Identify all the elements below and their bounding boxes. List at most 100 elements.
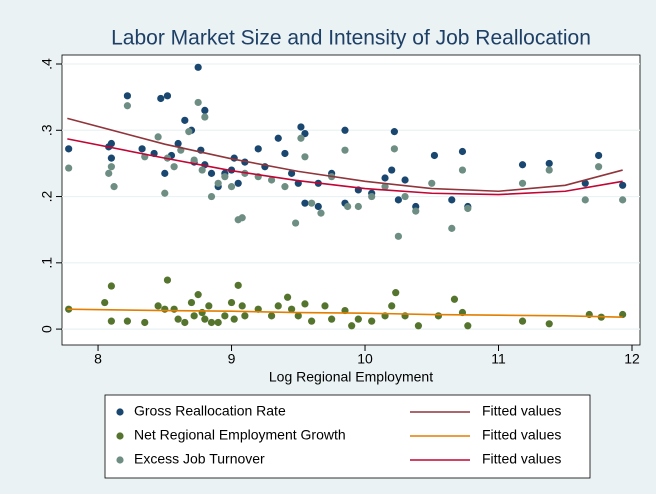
- point: [464, 322, 472, 330]
- point: [394, 232, 402, 240]
- point: [141, 318, 149, 327]
- point: [238, 302, 246, 310]
- x-tick-label: 10: [357, 351, 373, 367]
- point: [194, 291, 202, 299]
- point: [401, 192, 409, 201]
- point: [458, 147, 467, 156]
- point: [154, 133, 162, 141]
- point: [190, 156, 198, 164]
- point: [110, 183, 118, 191]
- point: [341, 126, 349, 134]
- point: [214, 179, 222, 187]
- point: [354, 202, 362, 211]
- y-tick-label: .4: [39, 58, 55, 70]
- legend-marker: [116, 456, 124, 464]
- point: [207, 192, 216, 201]
- legend-label: Excess Job Turnover: [134, 451, 265, 467]
- point: [518, 179, 527, 187]
- point: [390, 128, 398, 136]
- point: [138, 145, 146, 153]
- point: [274, 302, 282, 310]
- point: [65, 145, 73, 153]
- point: [458, 166, 467, 174]
- point: [430, 151, 439, 160]
- point: [105, 169, 113, 177]
- legend-marker: [116, 408, 124, 416]
- point: [174, 139, 182, 148]
- point: [301, 153, 309, 161]
- point: [107, 317, 115, 325]
- point: [198, 166, 206, 174]
- point: [207, 169, 216, 177]
- point: [545, 166, 553, 174]
- point: [281, 149, 289, 158]
- point: [294, 312, 302, 320]
- point: [401, 176, 409, 184]
- point: [107, 154, 115, 162]
- point: [388, 166, 396, 174]
- point: [354, 315, 362, 323]
- point: [185, 128, 193, 136]
- point: [368, 317, 376, 325]
- point: [287, 305, 296, 313]
- point: [234, 281, 242, 289]
- legend-label: Fitted values: [482, 403, 561, 419]
- point: [341, 146, 349, 154]
- point: [581, 179, 589, 187]
- point: [314, 202, 322, 211]
- point: [619, 196, 627, 204]
- point: [163, 92, 172, 100]
- point: [545, 159, 553, 168]
- point: [448, 224, 456, 232]
- point: [221, 173, 229, 181]
- legend-marker: [116, 432, 124, 440]
- point: [254, 145, 262, 153]
- point: [170, 163, 178, 171]
- point: [181, 318, 189, 327]
- point: [308, 317, 316, 325]
- point: [287, 169, 296, 177]
- x-tick-label: 8: [94, 351, 102, 367]
- point: [123, 92, 132, 100]
- point: [328, 315, 336, 323]
- plot-area: [61, 54, 641, 346]
- point: [187, 298, 196, 307]
- point: [163, 276, 172, 284]
- point: [381, 174, 389, 182]
- point: [388, 302, 396, 310]
- point: [450, 295, 459, 303]
- point: [190, 312, 198, 320]
- point: [297, 134, 305, 142]
- point: [107, 282, 115, 290]
- point: [123, 317, 132, 325]
- legend: [104, 394, 591, 479]
- point: [518, 161, 527, 169]
- point: [157, 94, 165, 103]
- point: [161, 169, 169, 177]
- point: [428, 179, 436, 187]
- point: [392, 289, 400, 297]
- point: [619, 181, 627, 189]
- point: [101, 298, 109, 307]
- point: [241, 312, 249, 320]
- point: [227, 298, 236, 307]
- x-axis-title: Log Regional Employment: [269, 369, 433, 385]
- x-tick-label: 9: [228, 351, 236, 367]
- point: [283, 293, 292, 301]
- fit-line: [67, 117, 623, 193]
- point: [464, 204, 472, 213]
- point: [107, 139, 115, 148]
- legend-label: Gross Reallocation Rate: [134, 403, 286, 419]
- point: [321, 302, 329, 310]
- point: [390, 145, 398, 153]
- point: [595, 151, 603, 160]
- point: [205, 302, 213, 310]
- x-tick-label: 12: [624, 351, 640, 367]
- point: [292, 219, 300, 227]
- point: [267, 176, 276, 184]
- point: [381, 183, 389, 191]
- y-tick-label: .2: [39, 191, 55, 203]
- point: [412, 207, 420, 215]
